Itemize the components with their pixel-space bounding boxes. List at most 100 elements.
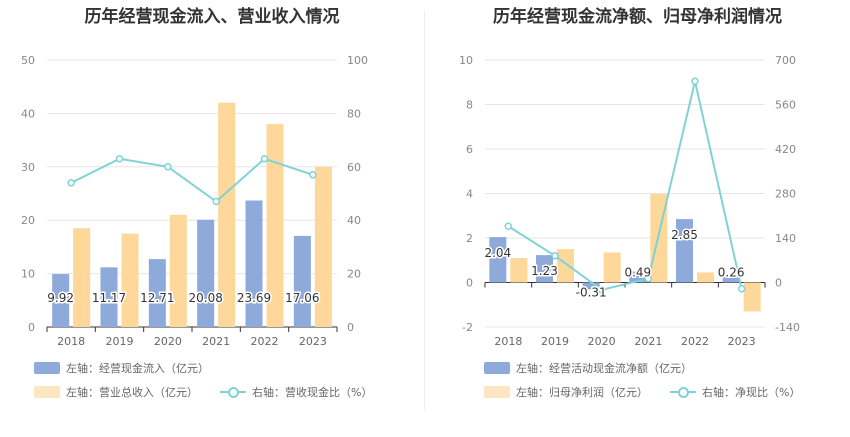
x-tick-label: 2022 — [251, 335, 279, 348]
bar-orange — [73, 228, 91, 327]
legend-swatch-blue — [34, 362, 60, 374]
data-label: 1.23 — [531, 264, 558, 278]
legend-swatch-line — [220, 386, 246, 398]
ratio-point — [504, 222, 513, 230]
bar-blue — [52, 274, 70, 327]
bar-blue — [148, 259, 166, 327]
chart1-legend-ratio[interactable]: 右轴：营收现金比（%） — [220, 384, 372, 400]
y-right-tick-label: 560 — [775, 99, 796, 112]
x-tick-label: 2021 — [202, 335, 230, 348]
y-right-tick-label: 80 — [347, 107, 361, 120]
legend-swatch-line — [670, 386, 696, 398]
data-label: 20.08 — [188, 291, 222, 305]
y-right-tick-label: 20 — [347, 268, 361, 281]
y-right-tick-label: 0 — [775, 277, 782, 290]
data-label: 2.04 — [484, 246, 511, 260]
y-right-tick-label: 280 — [775, 188, 796, 201]
bar-blue — [629, 271, 647, 283]
bar-orange — [314, 166, 332, 327]
bar-orange — [266, 124, 284, 327]
bar-orange — [743, 282, 761, 312]
bar-blue — [245, 200, 263, 327]
ratio-point — [67, 179, 75, 187]
x-tick-label: 2018 — [494, 335, 522, 348]
legend-label: 左轴：经营现金流入（亿元） — [66, 362, 209, 375]
data-label: 11.17 — [92, 291, 126, 305]
y-right-tick-label: 0 — [347, 321, 354, 334]
ratio-point — [597, 286, 606, 294]
chart1-title: 历年经营现金流入、营业收入情况 — [84, 7, 340, 27]
y-left-tick-label: 50 — [21, 54, 35, 67]
legend-label: 右轴：净现比（%） — [702, 386, 801, 399]
bar-blue — [722, 276, 740, 283]
y-left-tick-label: 6 — [466, 143, 473, 156]
bar-blue — [676, 219, 693, 283]
bar-blue — [197, 219, 215, 327]
ratio-point — [260, 155, 269, 163]
y-left-tick-label: 40 — [21, 107, 35, 120]
y-right-tick-label: 700 — [775, 54, 796, 67]
chart2-title: 历年经营现金流净额、归母净利润情况 — [493, 7, 782, 27]
legend-label: 左轴：经营活动现金流净额（亿元） — [516, 362, 692, 375]
data-label: 0.49 — [624, 266, 651, 280]
y-left-tick-label: 30 — [21, 161, 35, 174]
ratio-point — [164, 163, 172, 171]
legend-label: 右轴：营收现金比（%） — [252, 386, 373, 399]
y-left-tick-label: 10 — [459, 54, 473, 67]
x-tick-label: 2019 — [541, 335, 569, 348]
y-left-tick-label: -2 — [462, 321, 473, 334]
legend-label: 左轴：归母净利润（亿元） — [516, 386, 648, 399]
chart2-plot: -2 0 2 4 6 8 10 -140 0 140 280 420 560 700 2018 2019 202… — [459, 54, 800, 348]
y-left-tick-label: 0 — [28, 321, 35, 334]
bar-blue — [536, 255, 553, 283]
bar-orange — [218, 102, 236, 327]
panel-divider — [424, 10, 425, 410]
chart2-legend-ratio[interactable]: 右轴：净现比（%） — [670, 384, 800, 400]
bar-orange — [557, 249, 574, 283]
y-left-tick-label: 8 — [466, 99, 473, 112]
data-label: 23.69 — [237, 291, 271, 305]
legend-swatch-orange — [484, 386, 510, 398]
x-tick-label: 2022 — [681, 335, 709, 348]
x-tick-label: 2019 — [106, 335, 134, 348]
y-right-tick-label: 420 — [775, 143, 796, 156]
x-tick-label: 2020 — [154, 335, 182, 348]
y-left-tick-label: 20 — [21, 214, 35, 227]
bar-orange — [510, 258, 528, 283]
legend-label: 左轴：营业总收入（亿元） — [66, 386, 198, 399]
bar-blue — [293, 235, 311, 327]
x-tick-label: 2023 — [728, 335, 756, 348]
legend-swatch-orange — [34, 386, 60, 398]
chart2-legend-net-profit[interactable]: 左轴：归母净利润（亿元） — [484, 384, 648, 400]
ratio-line — [507, 81, 743, 291]
data-label: 2.85 — [671, 228, 698, 242]
chart2-legend-net-cash[interactable]: 左轴：经营活动现金流净额（亿元） — [484, 360, 692, 376]
x-tick-label: 2020 — [588, 335, 616, 348]
y-left-tick-label: 10 — [21, 268, 35, 281]
y-left-tick-label: 4 — [466, 188, 473, 201]
y-right-tick-label: 60 — [347, 161, 361, 174]
y-right-tick-label: -140 — [775, 321, 800, 334]
y-left-tick-label: 2 — [466, 232, 473, 245]
ratio-point — [309, 171, 317, 179]
ratio-point — [551, 252, 559, 260]
bar-orange — [169, 214, 187, 327]
chart1-legend-revenue[interactable]: 左轴：营业总收入（亿元） — [34, 384, 198, 400]
bar-orange — [603, 252, 621, 283]
data-label: 9.92 — [47, 291, 74, 305]
bar-orange — [697, 272, 714, 283]
bar-blue — [582, 282, 600, 290]
y-right-tick-label: 40 — [347, 214, 361, 227]
chart1-legend-cash-inflow[interactable]: 左轴：经营现金流入（亿元） — [34, 360, 209, 376]
x-tick-label: 2018 — [57, 335, 85, 348]
ratio-point — [115, 155, 124, 163]
x-tick-label: 2023 — [299, 335, 327, 348]
data-label: -0.31 — [576, 286, 607, 300]
y-right-tick-label: 100 — [347, 54, 368, 67]
data-label: 0.26 — [718, 266, 745, 280]
y-left-tick-label: 0 — [466, 277, 473, 290]
data-label: 12.71 — [140, 291, 174, 305]
bar-orange — [121, 233, 139, 327]
ratio-point — [212, 197, 220, 206]
